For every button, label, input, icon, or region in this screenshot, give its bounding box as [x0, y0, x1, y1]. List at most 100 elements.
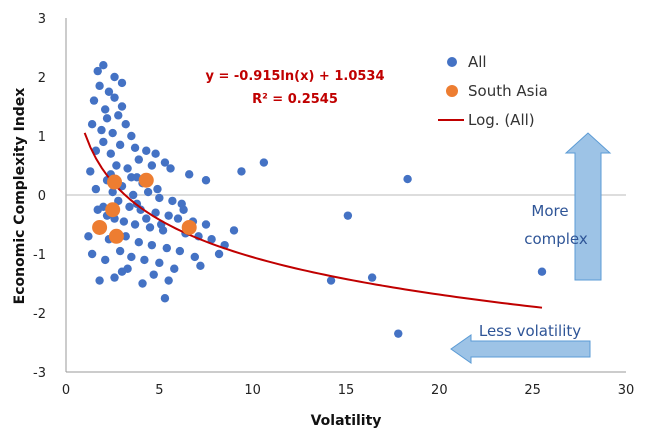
point-all — [140, 255, 149, 265]
legend-label-south-asia: South Asia — [468, 82, 548, 100]
point-all — [127, 252, 136, 262]
point-all — [147, 161, 157, 170]
point-all — [130, 220, 140, 229]
point-all — [117, 78, 127, 88]
legend-marker-south-asia — [446, 85, 458, 97]
point-all — [147, 240, 157, 250]
y-tick-label: 3 — [38, 12, 46, 27]
point-all — [207, 235, 216, 244]
point-all — [326, 276, 336, 285]
x-tick-label: 0 — [62, 383, 70, 398]
x-tick-label: 15 — [338, 383, 355, 398]
point-all — [101, 105, 110, 114]
point-all — [121, 232, 130, 241]
point-all — [108, 187, 117, 197]
point-all — [160, 294, 170, 303]
point-all — [155, 193, 164, 203]
point-all — [99, 60, 108, 70]
point-all — [89, 96, 99, 105]
point-all — [86, 167, 95, 176]
point-all — [121, 120, 130, 129]
point-all — [110, 72, 119, 82]
x-tick-labels: 0 5 10 15 20 25 30 — [62, 383, 634, 398]
point-all — [149, 270, 158, 279]
point-all — [166, 164, 175, 173]
more-complex-label-line2: complex — [524, 230, 588, 248]
point-all — [125, 202, 134, 211]
y-tick-label: 1 — [38, 130, 46, 145]
x-tick-label: 25 — [524, 383, 541, 398]
point-all — [101, 255, 110, 265]
point-all — [201, 176, 211, 185]
y-tick-label: -1 — [33, 248, 46, 263]
point-all — [537, 267, 547, 276]
point-all — [138, 279, 147, 288]
point-all — [175, 246, 185, 256]
point-all — [367, 273, 377, 282]
point-all — [164, 276, 173, 285]
point-all — [155, 258, 164, 268]
point-all — [127, 131, 136, 141]
point-all — [110, 273, 119, 282]
point-all — [142, 146, 151, 155]
y-tick-labels: -3 -2 -1 0 1 2 3 — [33, 12, 46, 381]
point-all — [97, 125, 106, 135]
more-complex-arrow — [564, 132, 612, 281]
point-all — [117, 267, 127, 276]
y-tick-label: -2 — [33, 307, 46, 322]
point-all — [190, 252, 199, 262]
point-all — [170, 264, 179, 273]
log-trendline — [83, 132, 543, 309]
point-all — [114, 196, 123, 206]
point-all — [87, 120, 97, 129]
y-tick-label: -3 — [33, 366, 46, 381]
point-south-asia — [105, 202, 121, 218]
r-squared: R² = 0.2545 — [252, 92, 338, 107]
point-all — [168, 196, 177, 206]
point-all — [403, 174, 412, 184]
y-tick-label: 2 — [38, 71, 46, 86]
x-tick-label: 10 — [244, 383, 261, 398]
point-all — [106, 149, 116, 158]
point-all — [142, 214, 151, 223]
point-all — [112, 161, 121, 170]
point-all — [196, 261, 205, 270]
point-all — [185, 170, 194, 179]
point-all — [179, 205, 188, 214]
series-all-points — [84, 60, 547, 338]
point-all — [110, 93, 119, 102]
point-all — [164, 211, 173, 220]
point-all — [229, 226, 239, 235]
y-axis-title: Economic Complexity Index — [12, 88, 28, 305]
point-all — [108, 128, 117, 138]
point-all — [134, 238, 143, 247]
x-tick-label: 5 — [155, 383, 163, 398]
point-all — [162, 243, 171, 253]
point-all — [160, 158, 170, 167]
point-all — [151, 149, 160, 158]
x-tick-label: 20 — [431, 383, 448, 398]
point-south-asia — [181, 219, 197, 235]
point-all — [115, 140, 125, 150]
point-all — [123, 164, 132, 173]
point-all — [115, 246, 125, 256]
less-volatility-label: Less volatility — [479, 322, 581, 340]
less-volatility-arrow — [450, 334, 591, 364]
point-all — [214, 249, 224, 259]
point-all — [127, 173, 136, 182]
point-south-asia — [138, 172, 154, 188]
point-all — [201, 220, 211, 229]
trend-equation: y = -0.915ln(x) + 1.0534 — [205, 69, 384, 84]
point-all — [95, 276, 104, 285]
point-all — [104, 87, 114, 96]
point-all — [173, 214, 183, 223]
point-all — [117, 102, 127, 111]
point-all — [153, 184, 162, 194]
more-complex-label-line1: More — [531, 202, 568, 220]
legend-label-all: All — [468, 53, 487, 71]
y-tick-label: 0 — [38, 189, 46, 204]
point-all — [143, 187, 153, 197]
point-south-asia — [108, 228, 124, 244]
point-all — [134, 155, 143, 164]
